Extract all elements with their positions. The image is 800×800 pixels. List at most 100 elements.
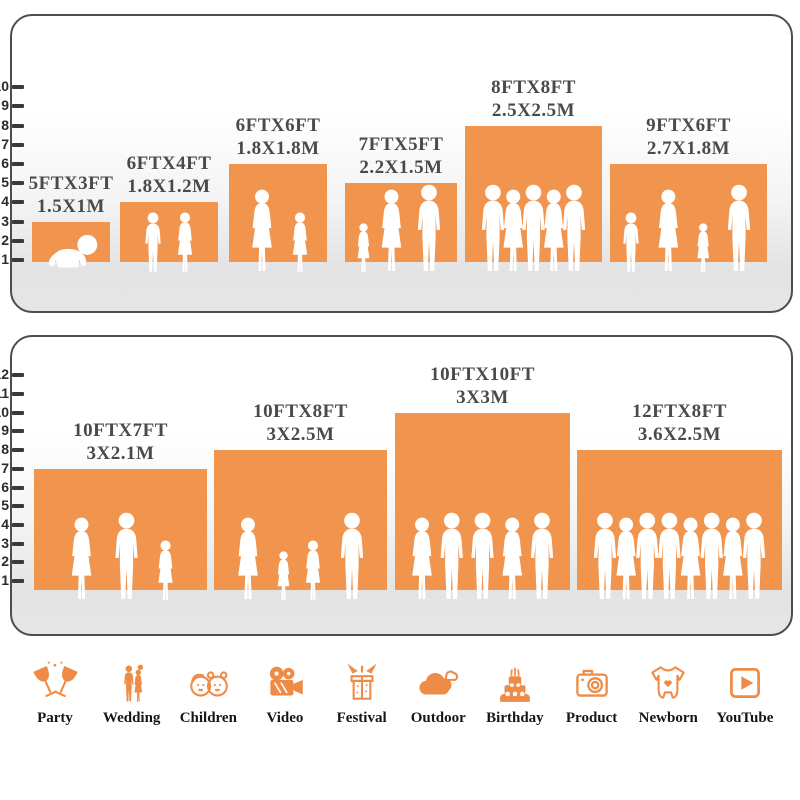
- person-silhouette: [680, 517, 701, 600]
- y-axis-tick: [12, 485, 24, 490]
- person-silhouette: [71, 517, 92, 600]
- y-axis-tick-label: 2: [1, 553, 9, 570]
- top-chart-panel: 123456789105FTX3FT1.5X1M6FTX4FT1.8X1.2M6…: [0, 14, 793, 313]
- category-item-party: Party: [18, 660, 92, 727]
- size-m-text: 3X2.5M: [266, 424, 335, 446]
- people-silhouette-group: [71, 512, 173, 600]
- backdrop-size-label: 10FTX10FT 3X3M: [398, 363, 568, 409]
- person-silhouette: [727, 184, 751, 271]
- y-axis-tick-label: 7: [1, 135, 9, 152]
- category-label: Newborn: [638, 710, 698, 726]
- y-axis-tick: [12, 219, 24, 224]
- size-m-text: 3X3M: [456, 386, 509, 408]
- y-axis-tick: [12, 123, 24, 128]
- y-axis-tick-label: 11: [0, 385, 9, 401]
- festival-icon: [346, 663, 377, 700]
- y-axis-tick: [12, 522, 24, 527]
- category-label: Outdoor: [410, 710, 466, 726]
- newborn-icon: [651, 666, 685, 699]
- y-axis-tick: [12, 104, 24, 109]
- backdrop-size-label: 5FTX3FT 1.5X1M: [0, 172, 156, 218]
- y-axis-tick-label: 9: [1, 97, 9, 114]
- category-item-youtube: YouTube: [708, 660, 782, 727]
- y-axis-tick: [12, 200, 24, 205]
- backdrop-size-label: 7FTX5FT 2.2X1.5M: [316, 133, 486, 179]
- person-silhouette: [417, 184, 441, 271]
- size-ft-text: 10FTX8FT: [253, 401, 348, 423]
- backdrop-bar: [577, 450, 782, 600]
- y-axis-tick: [12, 579, 24, 583]
- people-silhouette-group: [623, 184, 751, 273]
- wedding-icon: [123, 664, 143, 702]
- person-silhouette: [530, 512, 554, 599]
- backdrop-size-label: 10FTX7FT 3X2.1M: [36, 419, 206, 465]
- backdrop-bar: [214, 450, 387, 601]
- category-label: Video: [266, 710, 304, 726]
- person-silhouette: [177, 212, 193, 272]
- size-m-text: 2.7X1.8M: [646, 138, 731, 159]
- y-axis-tick: [12, 258, 24, 262]
- y-axis-tick: [12, 373, 24, 378]
- person-silhouette: [412, 517, 432, 600]
- person-silhouette: [481, 184, 505, 271]
- product-icon: [575, 669, 608, 697]
- outdoor-icon: [419, 670, 459, 695]
- y-axis-tick: [12, 541, 24, 546]
- size-m-text: 1.8X1.2M: [127, 176, 211, 198]
- y-axis-tick-label: 4: [1, 515, 9, 532]
- person-silhouette: [252, 189, 272, 272]
- y-axis-tick-label: 4: [1, 193, 9, 210]
- person-silhouette: [305, 540, 321, 600]
- people-silhouette-group: [593, 512, 766, 600]
- category-label: Party: [37, 710, 73, 726]
- backdrop-size-label: 12FTX8FT 3.6X2.5M: [595, 400, 765, 446]
- y-axis-tick: [12, 181, 24, 186]
- size-ft-text: 8FTX8FT: [491, 76, 576, 98]
- size-m-text: 3X2.1M: [86, 442, 155, 464]
- category-item-newborn: Newborn: [631, 660, 705, 727]
- person-silhouette: [158, 540, 173, 600]
- video-icon: [269, 666, 303, 696]
- person-silhouette: [522, 184, 545, 271]
- y-axis-tick-label: 8: [1, 441, 9, 458]
- people-silhouette-group: [357, 184, 441, 273]
- y-axis-tick: [12, 392, 24, 396]
- person-silhouette: [562, 184, 586, 271]
- person-silhouette: [697, 223, 710, 273]
- size-m-text: 1.5X1M: [37, 195, 105, 217]
- category-row: Party Wedding Children Video Festival Ou…: [18, 660, 782, 727]
- size-m-text: 1.8X1.8M: [236, 138, 320, 159]
- size-ft-text: 12FTX8FT: [632, 401, 727, 423]
- y-axis-tick-label: 3: [1, 212, 9, 229]
- y-axis-tick: [12, 504, 24, 509]
- person-silhouette: [357, 223, 370, 273]
- people-silhouette-group: [48, 234, 98, 268]
- backdrop-bar: [32, 221, 110, 268]
- category-item-festival: Festival: [325, 660, 399, 727]
- y-axis-tick-label: 1: [1, 251, 9, 267]
- y-axis-tick-label: 2: [1, 231, 9, 248]
- person-silhouette: [238, 517, 258, 600]
- size-ft-text: 6FTX4FT: [126, 153, 212, 175]
- y-axis-tick-label: 5: [1, 497, 9, 514]
- backdrop-size-label: 6FTX4FT 1.8X1.2M: [84, 152, 254, 198]
- people-silhouette-group: [145, 212, 193, 272]
- person-silhouette: [616, 517, 636, 600]
- children-icon: [190, 671, 229, 697]
- category-item-video: Video: [248, 660, 322, 727]
- youtube-icon: [729, 668, 760, 698]
- y-axis-tick: [12, 85, 24, 90]
- y-axis-tick-label: 6: [1, 478, 9, 495]
- backdrop-bar: [395, 412, 570, 600]
- backdrop-bar: [345, 183, 457, 273]
- category-label: YouTube: [716, 710, 774, 726]
- size-ft-text: 10FTX10FT: [430, 363, 535, 385]
- size-m-text: 2.5X2.5M: [491, 99, 576, 121]
- backdrop-bar: [34, 468, 207, 600]
- person-silhouette: [48, 234, 98, 268]
- birthday-icon: [499, 667, 530, 702]
- bottom-chart-panel: 12345678910111210FTX7FT3X2.1M10FTX8FT3X2…: [0, 335, 793, 636]
- person-silhouette: [742, 512, 766, 599]
- person-silhouette: [658, 189, 679, 272]
- category-label: Festival: [336, 710, 387, 726]
